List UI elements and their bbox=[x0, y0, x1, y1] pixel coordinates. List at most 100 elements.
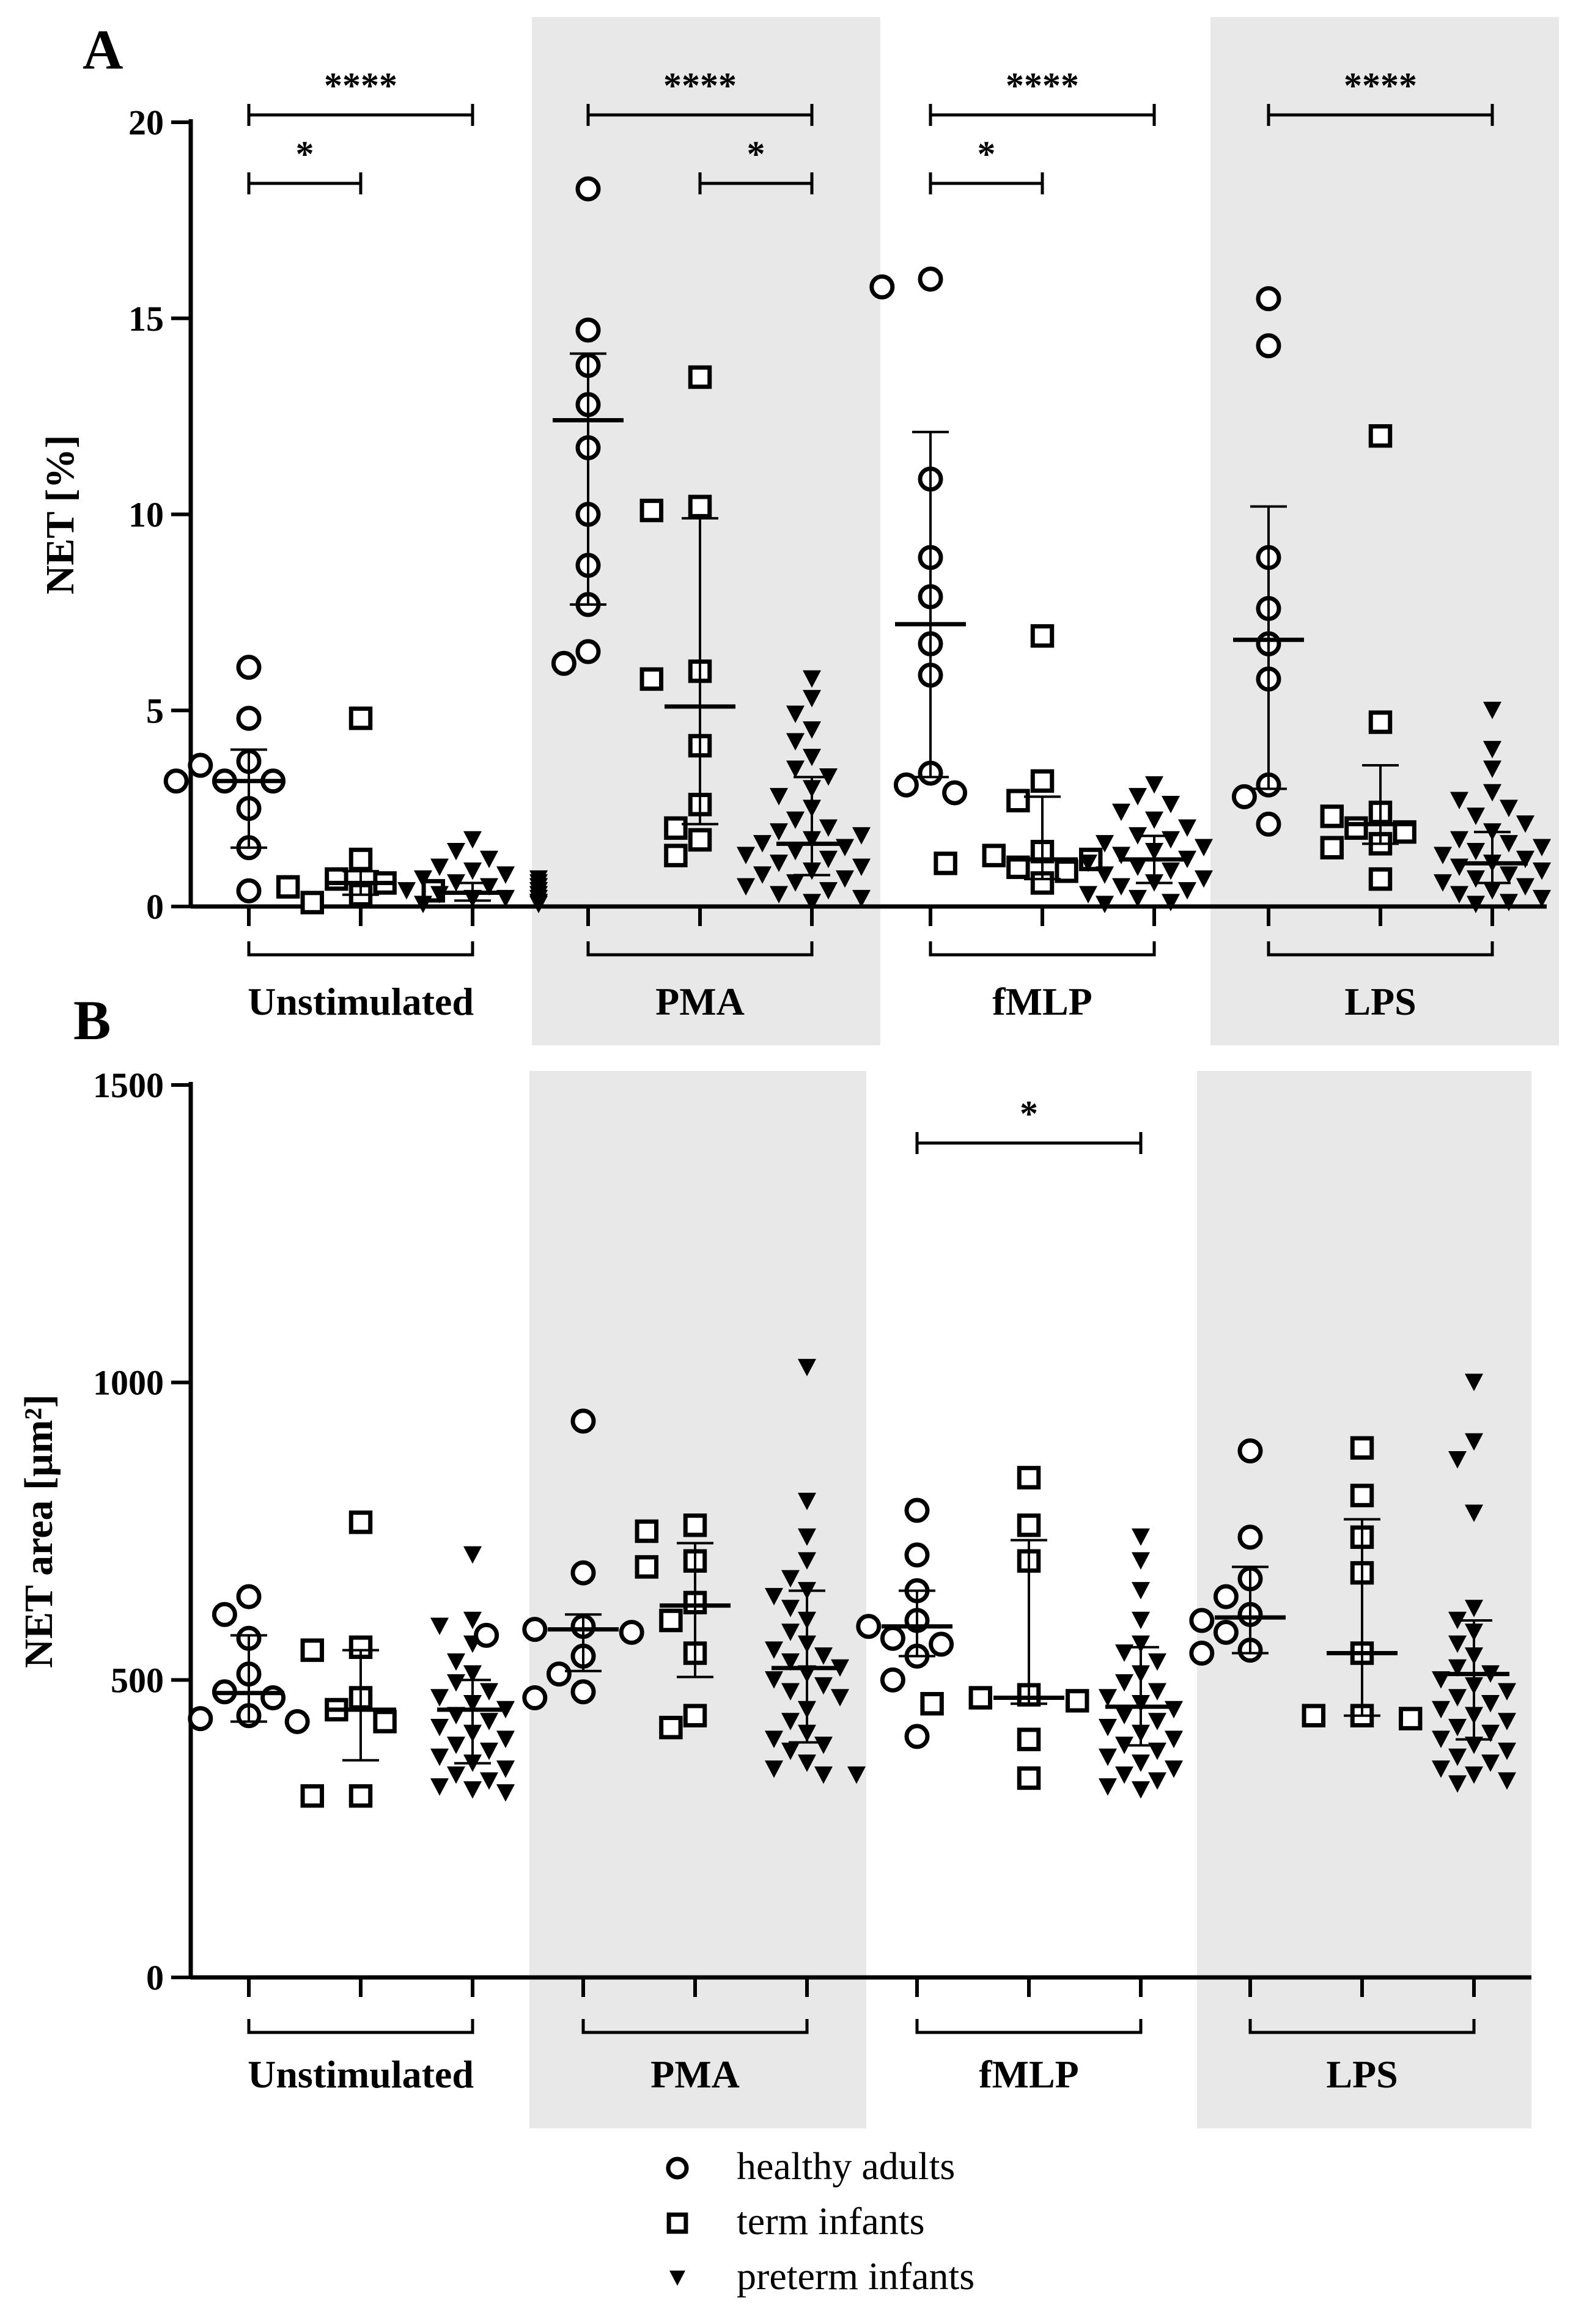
y-tick-label: 10 bbox=[128, 495, 164, 535]
series-term-infants-pma bbox=[639, 365, 735, 867]
significance-bracket bbox=[1267, 104, 1494, 126]
group-label-lps: LPS bbox=[1326, 2053, 1398, 2096]
data-point-preterm-infants bbox=[1162, 862, 1180, 880]
legend-marker-term-infants bbox=[666, 2212, 688, 2234]
data-point-preterm-infants bbox=[1096, 895, 1114, 914]
significance-bracket bbox=[929, 172, 1044, 194]
data-point-preterm-infants bbox=[753, 866, 772, 884]
data-point-term-infants bbox=[664, 816, 688, 840]
data-point-term-infants bbox=[968, 1686, 993, 1710]
data-point-healthy-adults bbox=[1231, 784, 1257, 809]
data-point-preterm-infants bbox=[1432, 1730, 1450, 1748]
data-point-preterm-infants bbox=[1533, 839, 1551, 857]
data-point-term-infants bbox=[688, 495, 712, 518]
series-term-infants-fmlp bbox=[934, 624, 1103, 895]
data-point-preterm-infants bbox=[447, 1737, 465, 1754]
data-point-term-infants bbox=[1302, 1704, 1326, 1727]
data-point-preterm-infants bbox=[819, 819, 838, 837]
data-point-healthy-adults bbox=[575, 176, 601, 202]
data-point-preterm-infants bbox=[803, 670, 821, 688]
data-point-term-infants bbox=[1398, 1707, 1423, 1730]
data-point-preterm-infants bbox=[1533, 889, 1551, 908]
data-point-healthy-adults bbox=[570, 1679, 596, 1705]
data-point-term-infants bbox=[373, 1710, 397, 1734]
data-point-term-infants bbox=[300, 891, 325, 914]
data-point-preterm-infants bbox=[1481, 1754, 1500, 1772]
data-point-preterm-infants bbox=[770, 886, 788, 904]
data-point-term-infants bbox=[1368, 424, 1393, 448]
data-point-preterm-infants bbox=[852, 889, 871, 908]
data-point-healthy-adults bbox=[1256, 333, 1281, 359]
shade-lps-panel-a bbox=[1210, 17, 1559, 1045]
data-point-preterm-infants bbox=[1467, 842, 1485, 861]
series-healthy-adults-pma bbox=[474, 1408, 644, 1711]
shade-lps-panel-b bbox=[1197, 1071, 1531, 2128]
data-point-term-infants bbox=[348, 1784, 373, 1808]
significance-bracket bbox=[915, 1132, 1143, 1154]
data-point-preterm-infants bbox=[1465, 1433, 1483, 1451]
data-point-term-infants bbox=[635, 1555, 659, 1579]
data-point-preterm-infants bbox=[1195, 839, 1213, 857]
data-point-preterm-infants bbox=[1448, 1748, 1467, 1767]
data-point-preterm-infants bbox=[798, 1359, 816, 1377]
legend-item-healthy-adults: healthy adults bbox=[666, 2144, 955, 2188]
group-label-unstimulated: Unstimulated bbox=[248, 2053, 474, 2096]
data-point-healthy-adults bbox=[236, 705, 262, 731]
group-bracket-fmlp bbox=[915, 2019, 1143, 2034]
data-point-preterm-infants bbox=[496, 1760, 515, 1778]
data-point-preterm-infants bbox=[1148, 1742, 1166, 1760]
significance-bracket bbox=[247, 104, 474, 126]
y-tick-label: 0 bbox=[146, 887, 164, 927]
data-point-preterm-infants bbox=[765, 1671, 783, 1689]
data-point-preterm-infants bbox=[1162, 894, 1180, 911]
legend-marker-healthy-adults bbox=[666, 2157, 689, 2180]
group-label-lps: LPS bbox=[1344, 980, 1416, 1023]
data-point-preterm-infants bbox=[770, 788, 788, 806]
data-point-preterm-infants bbox=[1178, 882, 1196, 900]
data-point-healthy-adults bbox=[188, 1706, 213, 1732]
group-bracket-pma bbox=[581, 2019, 809, 2034]
series-healthy-adults-fmlp bbox=[856, 1498, 954, 1749]
data-point-healthy-adults bbox=[570, 1560, 596, 1586]
data-point-preterm-infants bbox=[1129, 788, 1147, 806]
data-point-term-infants bbox=[348, 1510, 373, 1534]
data-point-preterm-infants bbox=[1148, 1653, 1166, 1671]
data-point-preterm-infants bbox=[1516, 815, 1534, 833]
significance-bracket bbox=[929, 104, 1156, 126]
series-preterm-infants-lps bbox=[1432, 1373, 1516, 1793]
data-point-healthy-adults bbox=[284, 1708, 310, 1734]
data-point-term-infants bbox=[300, 1784, 325, 1808]
series-term-infants-lps bbox=[1302, 1436, 1423, 1730]
data-point-preterm-infants bbox=[803, 894, 821, 911]
data-point-healthy-adults bbox=[1256, 286, 1281, 312]
data-point-preterm-infants bbox=[798, 1493, 816, 1510]
data-point-preterm-infants bbox=[1148, 1772, 1166, 1790]
data-point-preterm-infants bbox=[786, 811, 805, 829]
data-point-preterm-infants bbox=[1132, 1754, 1150, 1772]
data-point-term-infants bbox=[1055, 859, 1078, 883]
data-point-preterm-infants bbox=[1498, 1742, 1516, 1760]
data-point-preterm-infants bbox=[1165, 1730, 1183, 1748]
data-point-preterm-infants bbox=[1483, 882, 1501, 900]
data-point-term-infants bbox=[1030, 624, 1055, 648]
y-tick-label: 0 bbox=[146, 1958, 164, 1998]
data-point-preterm-infants bbox=[1129, 858, 1147, 877]
data-point-preterm-infants bbox=[1481, 1695, 1500, 1713]
data-point-healthy-adults bbox=[1237, 1438, 1263, 1464]
data-point-healthy-adults bbox=[1256, 811, 1281, 837]
data-point-term-infants bbox=[348, 706, 373, 730]
data-point-healthy-adults bbox=[929, 1631, 954, 1657]
data-point-term-infants bbox=[325, 867, 348, 891]
data-point-preterm-infants bbox=[1450, 792, 1468, 810]
data-point-preterm-infants bbox=[1145, 811, 1163, 829]
data-point-preterm-infants bbox=[765, 1760, 783, 1778]
series-preterm-infants-lps bbox=[1434, 702, 1551, 914]
y-tick-label: 20 bbox=[128, 103, 164, 142]
data-point-preterm-infants bbox=[496, 1730, 515, 1748]
data-point-preterm-infants bbox=[1448, 1451, 1467, 1469]
data-point-preterm-infants bbox=[781, 1600, 800, 1617]
data-point-preterm-infants bbox=[803, 748, 821, 767]
